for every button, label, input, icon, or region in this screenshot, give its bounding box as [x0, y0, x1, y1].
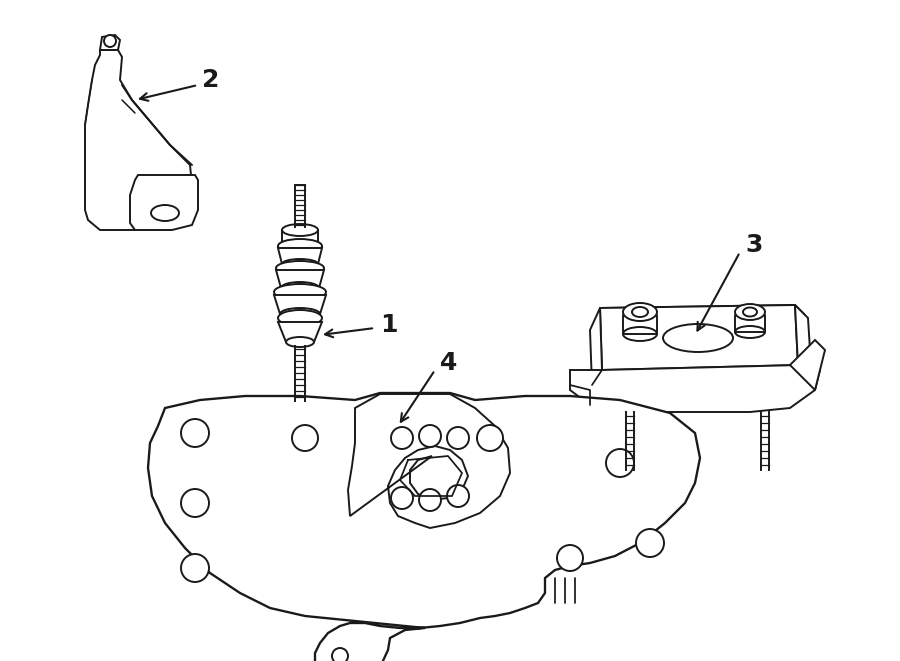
Ellipse shape	[151, 205, 179, 221]
Circle shape	[391, 487, 413, 509]
Circle shape	[606, 449, 634, 477]
Polygon shape	[590, 308, 602, 385]
Polygon shape	[148, 393, 700, 661]
Text: 2: 2	[202, 68, 220, 92]
Circle shape	[104, 35, 116, 47]
Polygon shape	[278, 248, 322, 264]
Polygon shape	[600, 305, 805, 320]
Polygon shape	[85, 50, 192, 230]
Circle shape	[447, 427, 469, 449]
Ellipse shape	[281, 282, 319, 294]
Ellipse shape	[735, 304, 765, 320]
Circle shape	[391, 427, 413, 449]
Circle shape	[636, 529, 664, 557]
Polygon shape	[795, 305, 810, 365]
Ellipse shape	[276, 261, 324, 275]
Circle shape	[181, 419, 209, 447]
Ellipse shape	[278, 239, 322, 253]
Circle shape	[181, 489, 209, 517]
Text: 3: 3	[745, 233, 762, 257]
Text: 4: 4	[440, 351, 457, 375]
Circle shape	[419, 425, 441, 447]
Polygon shape	[600, 305, 798, 370]
Ellipse shape	[623, 303, 657, 321]
Ellipse shape	[743, 307, 757, 317]
Polygon shape	[348, 394, 510, 528]
Ellipse shape	[280, 308, 320, 320]
Ellipse shape	[632, 307, 648, 317]
Ellipse shape	[286, 337, 314, 347]
Polygon shape	[276, 270, 324, 288]
Polygon shape	[274, 295, 326, 314]
Circle shape	[181, 554, 209, 582]
Polygon shape	[130, 175, 198, 230]
Ellipse shape	[274, 284, 326, 300]
Circle shape	[447, 485, 469, 507]
Ellipse shape	[282, 259, 318, 269]
Polygon shape	[278, 322, 322, 342]
Ellipse shape	[623, 327, 657, 341]
Circle shape	[292, 425, 318, 451]
Circle shape	[477, 425, 503, 451]
Text: 1: 1	[380, 313, 398, 337]
Ellipse shape	[735, 326, 765, 338]
Polygon shape	[570, 365, 820, 412]
Polygon shape	[100, 35, 120, 50]
Polygon shape	[790, 340, 825, 390]
Circle shape	[332, 648, 348, 661]
Ellipse shape	[663, 324, 733, 352]
Ellipse shape	[278, 310, 322, 326]
Circle shape	[557, 545, 583, 571]
Circle shape	[419, 489, 441, 511]
Ellipse shape	[282, 224, 318, 236]
FancyBboxPatch shape	[282, 230, 318, 246]
